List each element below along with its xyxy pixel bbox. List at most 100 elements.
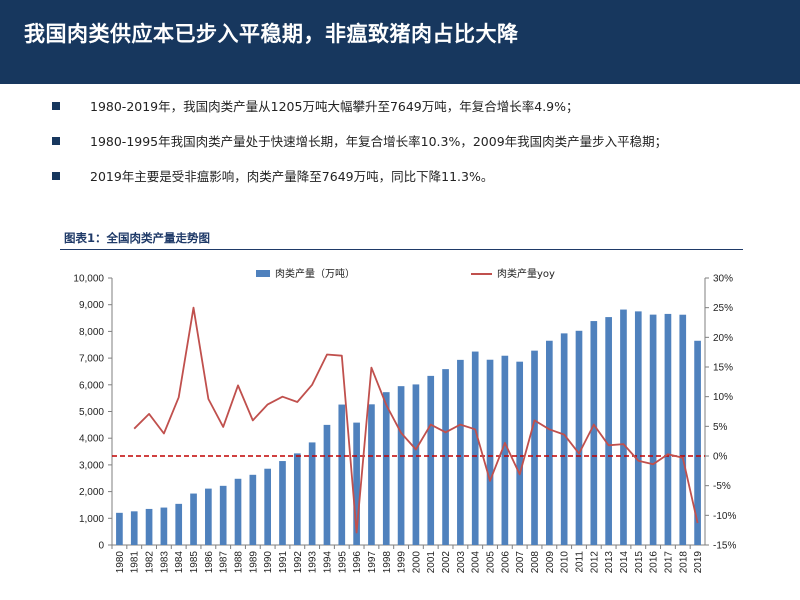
x-tick-label: 1984 [174, 551, 185, 574]
bullet-item: 1980-1995年我国肉类产量处于快速增长期，年复合增长率10.3%，2009… [52, 133, 782, 168]
legend-bar-label: 肉类产量（万吨） [275, 267, 355, 280]
bullet-square-icon [52, 172, 60, 180]
x-tick-label: 2011 [574, 551, 585, 573]
y-right-tick-label: 15% [713, 363, 733, 374]
y-right-tick-label: 5% [713, 422, 728, 433]
x-tick-label: 2010 [560, 551, 571, 574]
bar [516, 361, 524, 545]
x-tick-label: 1998 [382, 551, 393, 574]
bullet-square-icon [52, 137, 60, 145]
bar [190, 493, 197, 545]
y-right-tick-label: 0% [713, 452, 728, 463]
x-tick-label: 1993 [308, 551, 319, 574]
bar [442, 369, 449, 545]
bar [397, 386, 405, 545]
bar [694, 340, 701, 545]
header-banner: 我国肉类供应本已步入平稳期，非瘟致猪肉占比大降 [0, 0, 800, 84]
x-tick-label: 2017 [663, 551, 674, 574]
x-tick-label: 2006 [500, 551, 511, 574]
x-tick-label: 1983 [159, 551, 170, 574]
x-tick-label: 1999 [397, 551, 408, 574]
bar [160, 507, 168, 545]
x-tick-label: 1986 [204, 551, 215, 574]
bar [531, 350, 538, 545]
bar [486, 359, 494, 545]
x-tick-label: 1987 [219, 551, 230, 574]
y-right-tick-label: -5% [713, 481, 731, 492]
y-right-tick-label: -15% [713, 541, 736, 552]
bar [145, 508, 153, 545]
bullet-list: 1980-2019年，我国肉类产量从1205万吨大幅攀升至7649万吨，年复合增… [52, 98, 782, 203]
x-tick-label: 2007 [515, 551, 526, 574]
line-series [133, 306, 699, 534]
bar [293, 453, 301, 545]
bullet-text: 1980-2019年，我国肉类产量从1205万吨大幅攀升至7649万吨，年复合增… [90, 99, 579, 114]
y-left-tick-label: 9,000 [79, 300, 104, 311]
x-tick-label: 1994 [322, 551, 333, 574]
x-tick-label: 1997 [367, 551, 378, 574]
bar [323, 424, 331, 545]
bar [205, 488, 212, 545]
x-tick-label: 2014 [619, 551, 630, 574]
bar [649, 314, 657, 545]
bar [175, 503, 183, 545]
x-tick-label: 1996 [352, 551, 363, 574]
y-right-tick-label: 20% [713, 333, 733, 344]
bullet-square-icon [52, 102, 60, 110]
y-right-tick-label: 10% [713, 392, 733, 403]
bullet-item: 2019年主要是受非瘟影响，肉类产量降至7649万吨，同比下降11.3%。 [52, 168, 782, 203]
bar [308, 442, 316, 545]
bar [234, 478, 242, 545]
bar [575, 330, 583, 545]
bar [679, 314, 687, 545]
y-left-tick-label: 6,000 [79, 380, 104, 391]
x-tick-label: 2012 [589, 551, 600, 574]
bar [634, 311, 642, 545]
y-right-tick-label: 30% [713, 274, 733, 285]
x-tick-label: 2000 [411, 551, 422, 574]
bar [560, 333, 568, 545]
x-tick-label: 1980 [115, 551, 126, 574]
bar [130, 511, 138, 545]
x-tick-label: 2001 [426, 551, 437, 574]
x-tick-label: 2004 [471, 551, 482, 574]
bar [279, 461, 286, 545]
y-right-tick-label: -10% [713, 511, 736, 522]
chart-legend: 肉类产量（万吨） 肉类产量yoy [256, 267, 555, 280]
bar [471, 351, 479, 545]
bar [264, 468, 271, 545]
y-left-tick-label: 5,000 [79, 407, 104, 418]
page-title: 我国肉类供应本已步入平稳期，非瘟致猪肉占比大降 [24, 22, 519, 46]
x-tick-label: 1981 [130, 551, 141, 574]
x-tick-label: 1990 [263, 551, 274, 574]
bar [546, 340, 553, 545]
bar [116, 512, 123, 545]
x-tick-label: 2002 [441, 551, 452, 574]
yoy-line [133, 306, 699, 534]
y-left-tick-label: 1,000 [79, 514, 104, 525]
bar [501, 355, 509, 545]
bar [219, 485, 227, 545]
bar-series [116, 309, 701, 545]
bar [368, 404, 375, 545]
y-left-tick-label: 2,000 [79, 487, 104, 498]
y-left-tick-label: 4,000 [79, 434, 104, 445]
bar [664, 313, 672, 545]
x-tick-label: 2013 [604, 551, 615, 574]
legend-line-label: 肉类产量yoy [497, 267, 555, 280]
y-right-tick-label: 25% [713, 303, 733, 314]
x-tick-label: 1988 [234, 551, 245, 574]
x-tick-label: 1982 [145, 551, 156, 574]
bar [590, 321, 598, 545]
bar [427, 375, 435, 545]
y-left-tick-label: 8,000 [79, 327, 104, 338]
bar [605, 317, 612, 545]
x-tick-label: 2008 [530, 551, 541, 574]
y-left-tick-label: 0 [98, 541, 104, 552]
y-left-tick-label: 3,000 [79, 460, 104, 471]
bar [382, 392, 390, 545]
x-tick-label: 1989 [248, 551, 259, 574]
bullet-text: 2019年主要是受非瘟影响，肉类产量降至7649万吨，同比下降11.3%。 [90, 169, 494, 184]
figure-title: 图表1：全国肉类产量走势图 [64, 231, 211, 245]
